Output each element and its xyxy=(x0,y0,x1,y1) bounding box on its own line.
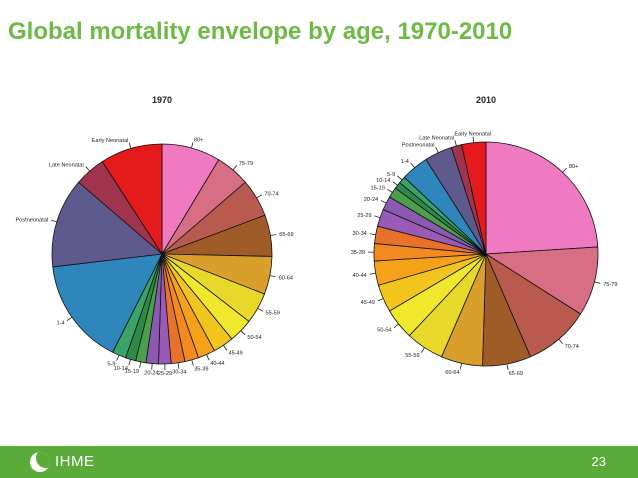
label-tick xyxy=(420,347,425,353)
ihme-logo-text: IHME xyxy=(55,453,95,470)
label-tick xyxy=(191,142,194,149)
slice-label: 40-44 xyxy=(352,273,366,279)
slice-label: 55-59 xyxy=(266,311,280,317)
slice-label: 15-19 xyxy=(371,186,385,192)
pie-title: 2010 xyxy=(476,95,496,105)
label-tick xyxy=(256,194,262,199)
slice-label: 50-54 xyxy=(247,335,261,341)
label-tick xyxy=(269,275,276,278)
label-tick xyxy=(459,363,462,370)
slice-label: 65-69 xyxy=(509,371,523,377)
slice-label: 5-9 xyxy=(107,362,115,368)
slice-label: 1-4 xyxy=(56,320,64,326)
slice-label: Late Neonatal xyxy=(419,135,454,141)
slice-label: 45-49 xyxy=(228,351,242,357)
slice-label: 25-29 xyxy=(357,213,371,219)
slice-label: Early Neonatal xyxy=(92,138,129,144)
slide-title: Global mortality envelope by age, 1970-2… xyxy=(8,18,513,45)
slice-label: 70-74 xyxy=(264,191,278,197)
slice-label: 75-79 xyxy=(603,282,617,288)
label-tick xyxy=(392,181,398,186)
label-tick xyxy=(151,363,153,370)
slice-label: 10-14 xyxy=(114,366,128,372)
label-tick xyxy=(374,215,381,219)
label-tick xyxy=(50,219,57,223)
pie-slice xyxy=(52,253,163,353)
slice-label: 60-64 xyxy=(279,275,293,281)
label-tick xyxy=(380,200,387,204)
slice-label: 10-14 xyxy=(376,178,390,184)
slice-label: Postneonatal xyxy=(16,217,49,223)
slice-label: 15-19 xyxy=(125,369,139,375)
label-tick xyxy=(232,165,238,171)
label-tick xyxy=(191,359,194,366)
slice-label: 70-74 xyxy=(565,344,579,350)
label-tick xyxy=(240,330,246,336)
slice-label: 80+ xyxy=(569,164,579,170)
label-tick xyxy=(435,147,439,153)
pie-slice xyxy=(51,181,163,268)
page-number: 23 xyxy=(591,454,606,469)
slice-label: 60-64 xyxy=(445,370,459,376)
slice-label: Late Neonatal xyxy=(49,162,84,168)
footer-bar: IHME 23 xyxy=(0,446,638,478)
label-tick xyxy=(128,142,132,149)
label-tick xyxy=(393,323,399,329)
slice-label: 75-79 xyxy=(239,161,253,167)
label-tick xyxy=(223,345,228,351)
slice-label: Postneonatal xyxy=(402,143,435,149)
pie-chart-2010: 2010 80+ 75-79 70-74 65-69 60-64 55-59 50-54 45-… xyxy=(351,95,618,377)
label-tick xyxy=(387,188,393,193)
label-tick xyxy=(257,307,264,312)
label-tick xyxy=(506,363,509,370)
pie-title: 1970 xyxy=(152,95,172,105)
slice-label: 55-59 xyxy=(405,353,419,359)
label-tick xyxy=(139,361,142,368)
slice-label: 50-54 xyxy=(377,328,391,334)
label-tick xyxy=(472,136,475,143)
label-tick xyxy=(177,362,180,369)
label-tick xyxy=(397,175,403,181)
slice-label: 5-9 xyxy=(387,172,395,178)
slice-label: 35-39 xyxy=(194,367,208,373)
label-tick xyxy=(369,233,376,236)
pie-charts: 1970 80+ 75-79 70-74 65-69 60-64 55-59 50-54 45-… xyxy=(16,95,618,377)
slice-label: 40-44 xyxy=(210,361,224,367)
label-tick xyxy=(377,298,384,302)
label-tick xyxy=(369,272,376,275)
slice-label: 35-39 xyxy=(351,250,365,256)
label-tick xyxy=(454,140,457,147)
pie-slice xyxy=(485,141,599,255)
label-tick xyxy=(66,316,73,321)
slice-label: Early Neonatal xyxy=(454,132,491,138)
slice-label: 30-34 xyxy=(172,370,186,376)
slice-label: 25-29 xyxy=(158,371,172,377)
label-tick xyxy=(410,162,415,168)
label-tick xyxy=(562,167,568,173)
label-tick xyxy=(128,359,131,366)
slice-label: 45-49 xyxy=(361,300,375,306)
pie-slice xyxy=(101,143,163,256)
slice-label: 30-34 xyxy=(352,231,366,237)
ihme-logo-icon xyxy=(30,452,50,472)
slice-label: 65-69 xyxy=(279,232,293,238)
label-tick xyxy=(270,234,277,236)
slice-label: 80+ xyxy=(194,137,204,143)
pie-chart-1970: 1970 80+ 75-79 70-74 65-69 60-64 55-59 50-54 45-… xyxy=(16,95,294,377)
label-tick xyxy=(116,355,120,361)
slice-label: 1-4 xyxy=(401,159,409,165)
label-tick xyxy=(85,166,91,172)
slice-label: 20-24 xyxy=(364,197,378,203)
label-tick xyxy=(558,338,563,344)
slice-label: 20-24 xyxy=(144,371,158,377)
label-tick xyxy=(206,354,210,361)
label-tick xyxy=(594,281,601,284)
